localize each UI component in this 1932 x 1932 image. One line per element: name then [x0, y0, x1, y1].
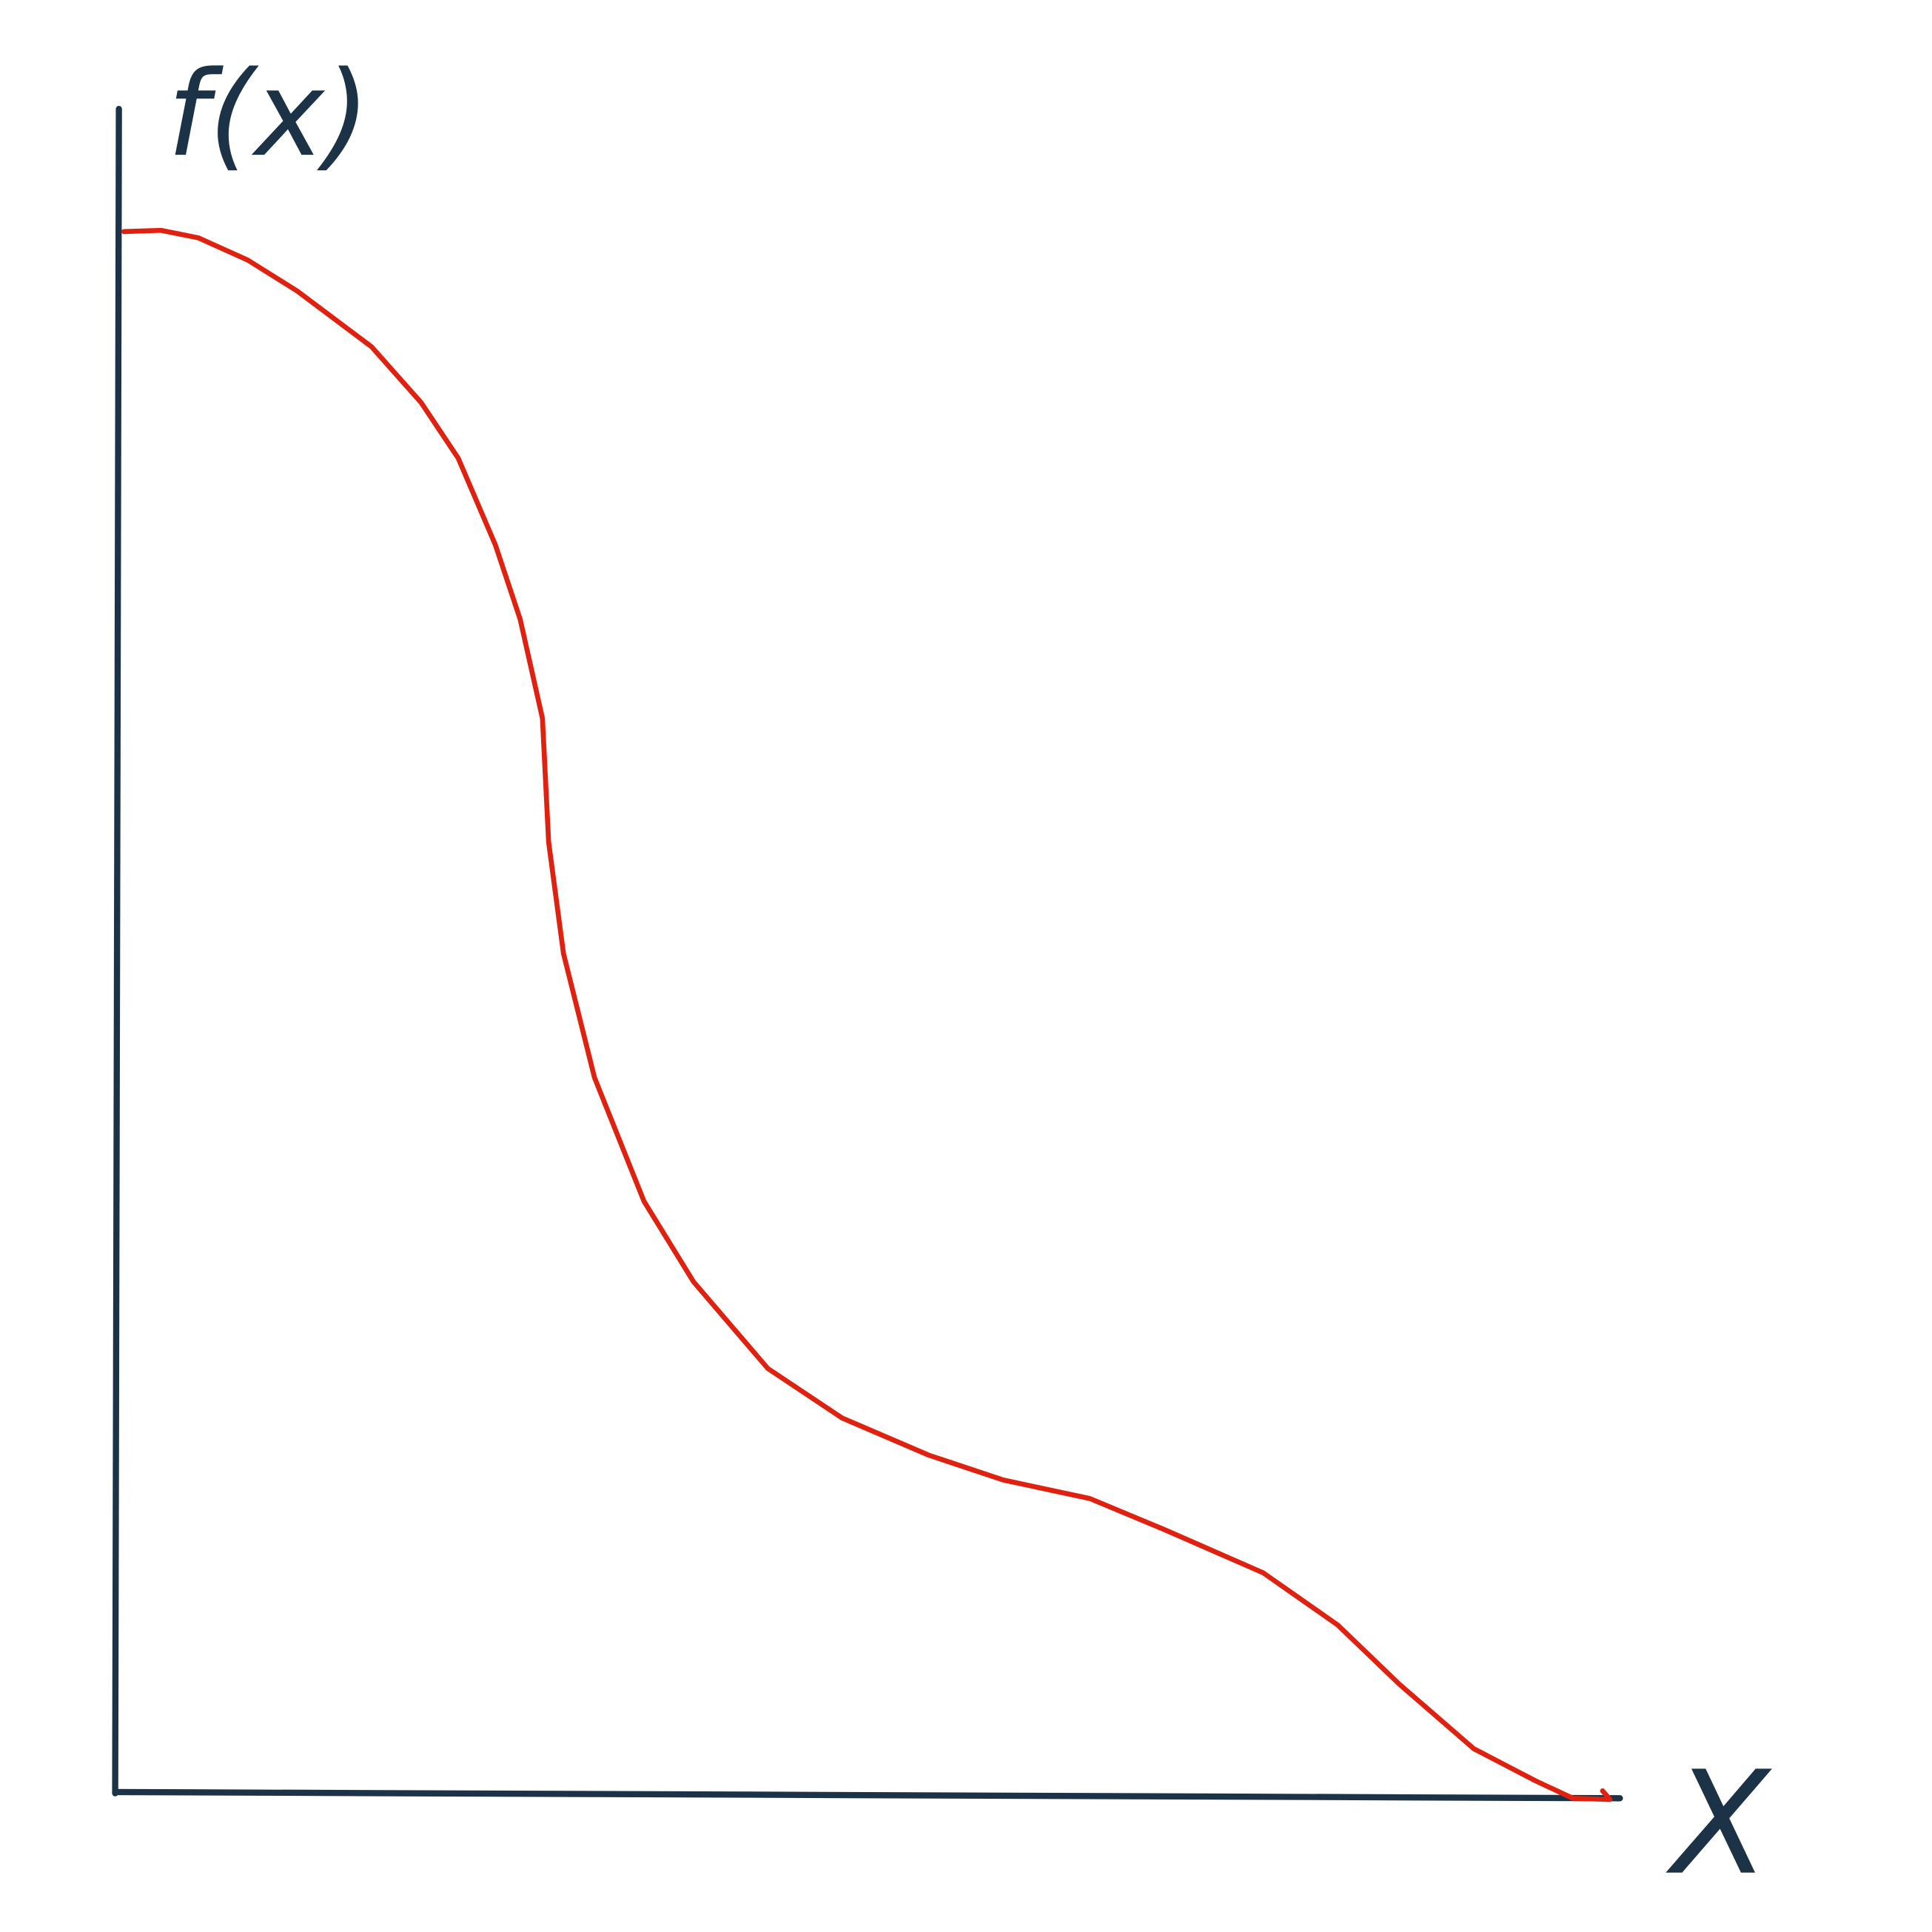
curve	[121, 227, 1613, 1802]
y-axis	[112, 106, 122, 1797]
x-axis	[112, 1788, 1623, 1802]
x-axis-label: X	[1666, 1741, 1773, 1907]
y-axis-label: f(x)	[167, 46, 370, 183]
